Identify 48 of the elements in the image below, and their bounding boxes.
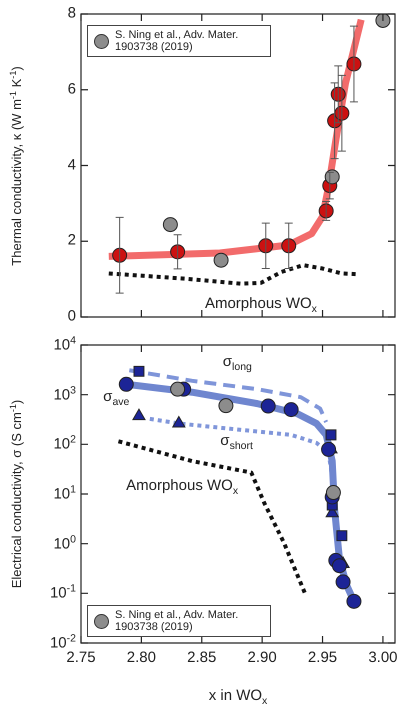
y-tick-label: 10$^{1}$ <box>53 484 76 503</box>
legend-label: S. Ning et al., Adv. Mater. 1903738 (2019) <box>115 29 240 53</box>
point <box>336 530 348 542</box>
x-tick-label: 2.75 <box>66 649 96 666</box>
point <box>326 429 336 440</box>
point <box>218 398 234 414</box>
series-label: Amorphous WO$_{x}$ <box>126 477 238 498</box>
point <box>346 594 362 609</box>
point <box>318 203 334 218</box>
point <box>260 398 276 414</box>
point <box>170 382 186 397</box>
legend-label: S. Ning et al., Adv. Mater. 1903738 (2019) <box>115 609 240 633</box>
x-tick-label: 2.95 <box>308 649 338 666</box>
point <box>284 402 299 418</box>
x-tick-label: 2.85 <box>187 649 216 666</box>
point <box>214 252 229 268</box>
series-label: σ$_{short}$ <box>220 432 253 452</box>
x-tick-label: 3.00 <box>368 649 398 666</box>
y-tick-label: 0 <box>68 308 76 325</box>
point <box>281 238 296 254</box>
y-tick-label: 10$^{4}$ <box>53 334 76 354</box>
y-tick-label: 10$^{0}$ <box>53 533 76 552</box>
series-label: Amorphous WO$_{x}$ <box>204 294 317 315</box>
point <box>170 244 186 260</box>
point <box>332 558 347 574</box>
point <box>118 376 134 392</box>
point <box>326 485 341 500</box>
point <box>134 366 144 377</box>
point <box>258 238 274 254</box>
x-tick-label: 2.80 <box>126 649 156 666</box>
y-tick-label: 4 <box>68 156 76 174</box>
y-tick-label: 6 <box>68 80 76 98</box>
series-label: σ$_{ave}$ <box>103 388 130 408</box>
series-label: σ$_{long}$ <box>222 353 252 374</box>
point <box>162 217 178 232</box>
point <box>112 248 128 263</box>
point <box>336 574 351 590</box>
y-tick-label: 8 <box>68 4 76 22</box>
x-axis-title: x in WO$_{x}$ <box>208 687 268 707</box>
point <box>346 56 362 72</box>
point <box>321 442 336 457</box>
point <box>375 14 390 28</box>
y-tick-label: 10$^{3}$ <box>53 384 76 404</box>
y-tick-label: 10$^{2}$ <box>53 434 76 453</box>
y-tick-label: 2 <box>68 232 76 249</box>
y-tick-label: 10$^{-1}$ <box>50 582 76 602</box>
y-tick-label: 10$^{-2}$ <box>50 632 76 652</box>
x-tick-label: 2.90 <box>248 649 277 666</box>
